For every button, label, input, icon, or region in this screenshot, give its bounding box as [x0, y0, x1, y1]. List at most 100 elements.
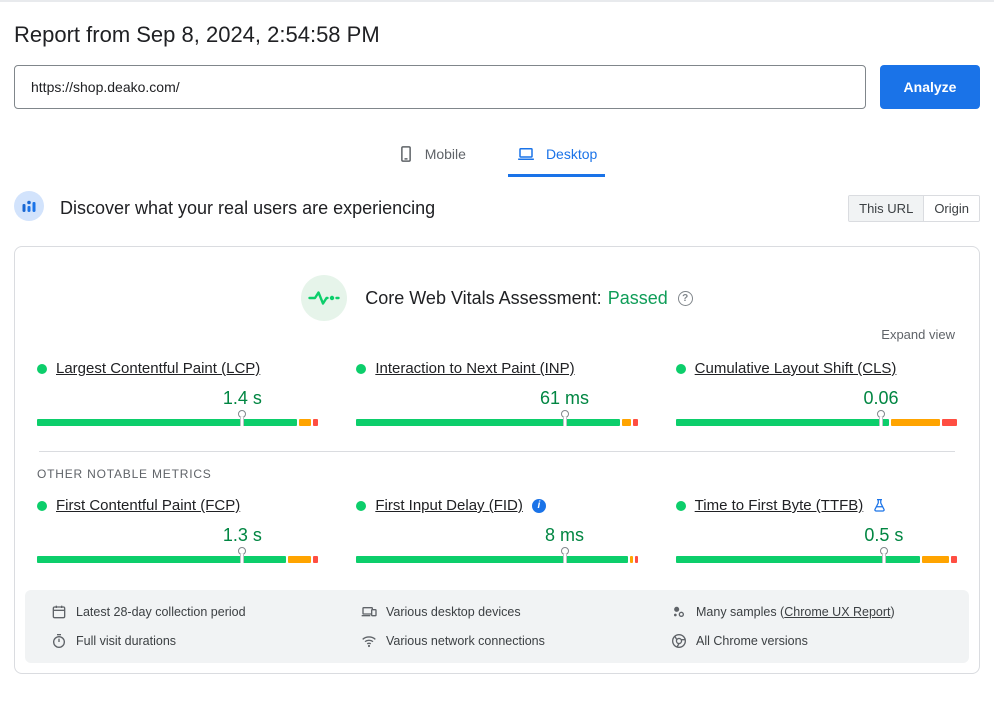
expand-view-row: Expand view — [15, 321, 979, 342]
good-segment — [356, 419, 620, 426]
metric-distribution-lcp — [37, 410, 319, 429]
marker-stem — [881, 554, 886, 563]
marker-stem — [879, 417, 884, 426]
analyze-button[interactable]: Analyze — [880, 65, 980, 109]
mobile-phone-icon — [397, 145, 415, 163]
wifi-icon — [361, 633, 377, 649]
expand-view-link[interactable]: Expand view — [881, 327, 955, 342]
metric-value-row-inp: 61 ms — [356, 381, 637, 410]
core-web-vitals-grid: Largest Contentful Paint (LCP) 1.4 s Inter… — [15, 342, 979, 429]
collection-detail-text: All Chrome versions — [696, 634, 808, 648]
needs-improvement-segment — [288, 556, 312, 563]
collection-detail-text: Full visit durations — [76, 634, 177, 648]
metric-header-cls: Cumulative Layout Shift (CLS) — [675, 360, 957, 377]
desktop-computer-icon — [516, 145, 536, 163]
metric-cls: Cumulative Layout Shift (CLS) 0.06 — [675, 360, 957, 429]
metric-link-ttfb[interactable]: Time to First Byte (TTFB) — [694, 497, 864, 514]
field-data-header-row: Discover what your real users are experi… — [14, 191, 980, 226]
metric-value-row-cls: 0.06 — [676, 381, 957, 410]
distribution-bar — [356, 419, 638, 426]
page-title: Report from Sep 8, 2024, 2:54:58 PM — [14, 22, 380, 47]
metric-link-cls[interactable]: Cumulative Layout Shift (CLS) — [694, 360, 897, 377]
field-data-heading: Discover what your real users are experi… — [60, 198, 436, 218]
metric-value-row-fid: 8 ms — [356, 518, 637, 547]
tab-desktop-label: Desktop — [545, 146, 598, 162]
calendar-icon — [51, 604, 67, 620]
good-status-dot-icon — [356, 500, 367, 511]
p75-marker — [879, 547, 888, 563]
url-input[interactable] — [14, 65, 866, 109]
good-segment — [675, 419, 889, 426]
metric-link-fid[interactable]: First Input Delay (FID) — [375, 497, 523, 514]
cwv-assessment-prefix: Core Web Vitals Assessment: — [365, 287, 602, 308]
good-segment — [675, 556, 921, 563]
metric-link-fcp[interactable]: First Contentful Paint (FCP) — [56, 497, 241, 514]
p75-marker — [877, 410, 886, 426]
scope-toggle: This URL Origin — [848, 195, 980, 222]
p75-marker — [238, 410, 247, 426]
metric-value-inp: 61 ms — [539, 388, 590, 408]
other-metrics-label: OTHER NOTABLE METRICS — [37, 467, 212, 481]
needs-improvement-segment — [621, 419, 632, 426]
other-metrics-grid: First Contentful Paint (FCP) 1.3 s First I… — [15, 481, 979, 566]
metric-inp: Interaction to Next Paint (INP) 61 ms — [356, 360, 638, 429]
collection-detail-item: Full visit durations — [51, 633, 323, 649]
marker-stem — [562, 417, 567, 426]
good-status-dot-icon — [37, 500, 47, 511]
tab-desktop[interactable]: Desktop — [507, 137, 606, 177]
device-tabs: Mobile Desktop — [14, 137, 980, 177]
good-status-dot-icon — [675, 363, 686, 374]
good-segment — [356, 556, 629, 563]
metric-distribution-ttfb — [675, 547, 957, 566]
collection-detail-item: Various desktop devices — [361, 604, 633, 620]
scope-option-origin[interactable]: Origin — [924, 196, 979, 221]
poor-segment — [313, 419, 319, 426]
tab-mobile[interactable]: Mobile — [389, 137, 474, 177]
devices-icon — [361, 604, 377, 620]
poor-segment — [942, 419, 957, 426]
url-search-row: Analyze — [14, 65, 980, 109]
collection-details-footer: Latest 28-day collection period Various d… — [25, 590, 969, 663]
metric-distribution-inp — [356, 410, 638, 429]
chrome-ux-report-link[interactable]: Chrome UX Report — [784, 605, 891, 619]
samples-icon — [671, 604, 687, 620]
collection-detail-item: Latest 28-day collection period — [51, 604, 323, 620]
pulse-icon — [301, 275, 348, 321]
metric-value-row-fcp: 1.3 s — [37, 518, 318, 547]
distribution-bar — [37, 419, 319, 426]
metric-distribution-fcp — [37, 547, 319, 566]
good-status-dot-icon — [37, 363, 47, 374]
experimental-flask-icon[interactable] — [872, 498, 887, 513]
collection-detail-text: Many samples (Chrome UX Report) — [696, 605, 895, 619]
metric-value-fcp: 1.3 s — [222, 525, 262, 545]
needs-improvement-segment — [299, 419, 312, 426]
metric-fcp: First Contentful Paint (FCP) 1.3 s — [37, 497, 319, 566]
good-segment — [37, 556, 287, 563]
needs-improvement-segment — [890, 419, 941, 426]
metric-value-fid: 8 ms — [544, 525, 585, 545]
metric-link-inp[interactable]: Interaction to Next Paint (INP) — [375, 360, 575, 377]
marker-stem — [562, 554, 567, 563]
collection-detail-text: Various network connections — [386, 634, 545, 648]
distribution-bar — [675, 419, 957, 426]
stopwatch-icon — [51, 633, 67, 649]
scope-option-this-url[interactable]: This URL — [849, 196, 925, 221]
distribution-bar — [675, 556, 957, 563]
help-icon[interactable]: ? — [677, 290, 693, 306]
poor-segment — [951, 556, 957, 563]
info-icon[interactable]: i — [531, 498, 546, 513]
collection-detail-item: Many samples (Chrome UX Report) — [671, 604, 943, 620]
needs-improvement-segment — [922, 556, 950, 563]
distribution-bar — [356, 556, 638, 563]
good-status-dot-icon — [356, 363, 367, 374]
metric-value-ttfb: 0.5 s — [864, 525, 904, 545]
metric-link-lcp[interactable]: Largest Contentful Paint (LCP) — [56, 360, 261, 377]
metric-ttfb: Time to First Byte (TTFB) 0.5 s — [675, 497, 957, 566]
collection-detail-item: All Chrome versions — [671, 633, 943, 649]
metric-header-ttfb: Time to First Byte (TTFB) — [675, 497, 957, 514]
distribution-bar — [37, 556, 319, 563]
section-divider — [39, 451, 955, 452]
chrome-icon — [671, 633, 687, 649]
metric-fid: First Input Delay (FID) i 8 ms — [356, 497, 638, 566]
poor-segment — [633, 419, 638, 426]
